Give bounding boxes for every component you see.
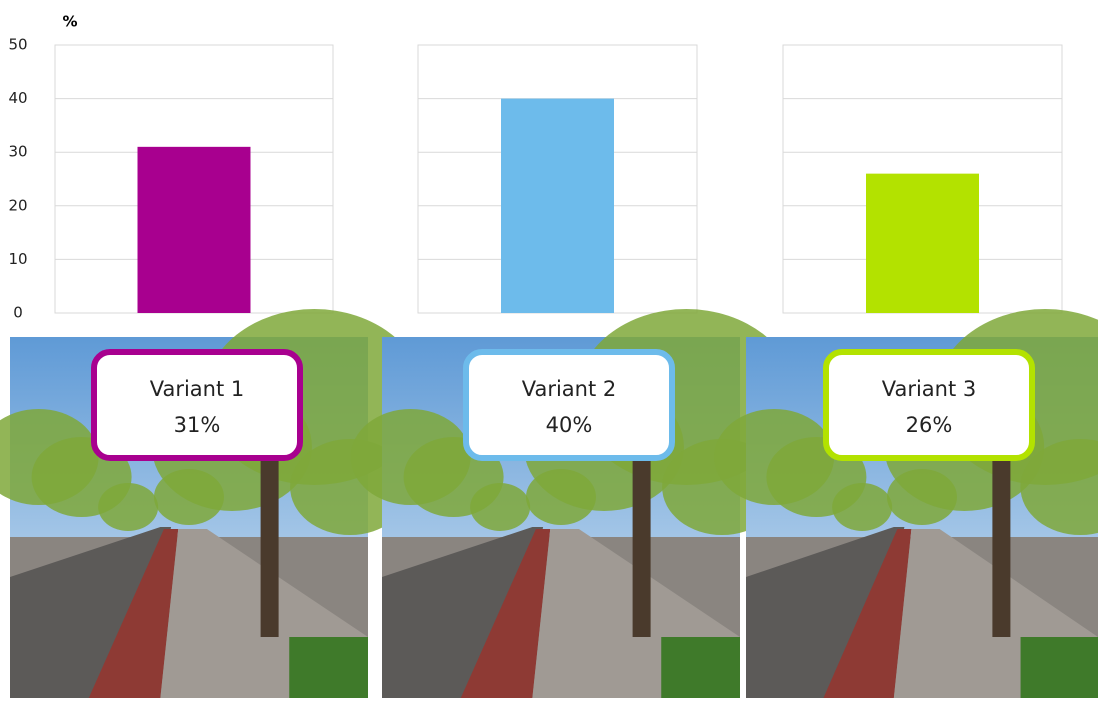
variant-name: Variant 1 <box>150 377 245 401</box>
y-tick-label: 40 <box>8 89 27 107</box>
street-photo <box>0 309 425 698</box>
y-axis-label: % <box>62 13 77 31</box>
value-label: 31% <box>174 413 221 437</box>
variant-box <box>463 349 675 461</box>
value-label: 26% <box>906 413 953 437</box>
y-tick-label: 0 <box>13 304 23 322</box>
street-photo <box>714 309 1098 698</box>
tree-crown <box>98 483 159 531</box>
bike-lane <box>460 529 551 698</box>
bike-lane <box>823 529 912 698</box>
y-tick-label: 30 <box>8 143 27 161</box>
value-label: 40% <box>546 413 593 437</box>
y-tick-label: 10 <box>8 250 27 268</box>
hedge <box>1020 637 1098 698</box>
y-tick-label: 20 <box>8 196 27 214</box>
tree-trunk <box>992 437 1011 637</box>
variant-name: Variant 3 <box>882 377 977 401</box>
bike-lane <box>88 529 179 698</box>
tree-crown <box>1020 439 1098 535</box>
tree-crown <box>832 483 893 531</box>
hedge <box>289 637 368 698</box>
bar <box>866 173 979 313</box>
hedge <box>661 637 740 698</box>
variant-box <box>91 349 303 461</box>
bar <box>501 98 614 313</box>
bar <box>137 146 251 313</box>
tree-crown <box>470 483 531 531</box>
tree-trunk <box>260 437 279 637</box>
y-tick-label: 50 <box>8 36 27 54</box>
variant-box <box>823 349 1035 461</box>
variant-name: Variant 2 <box>522 377 617 401</box>
tree-trunk <box>632 437 651 637</box>
